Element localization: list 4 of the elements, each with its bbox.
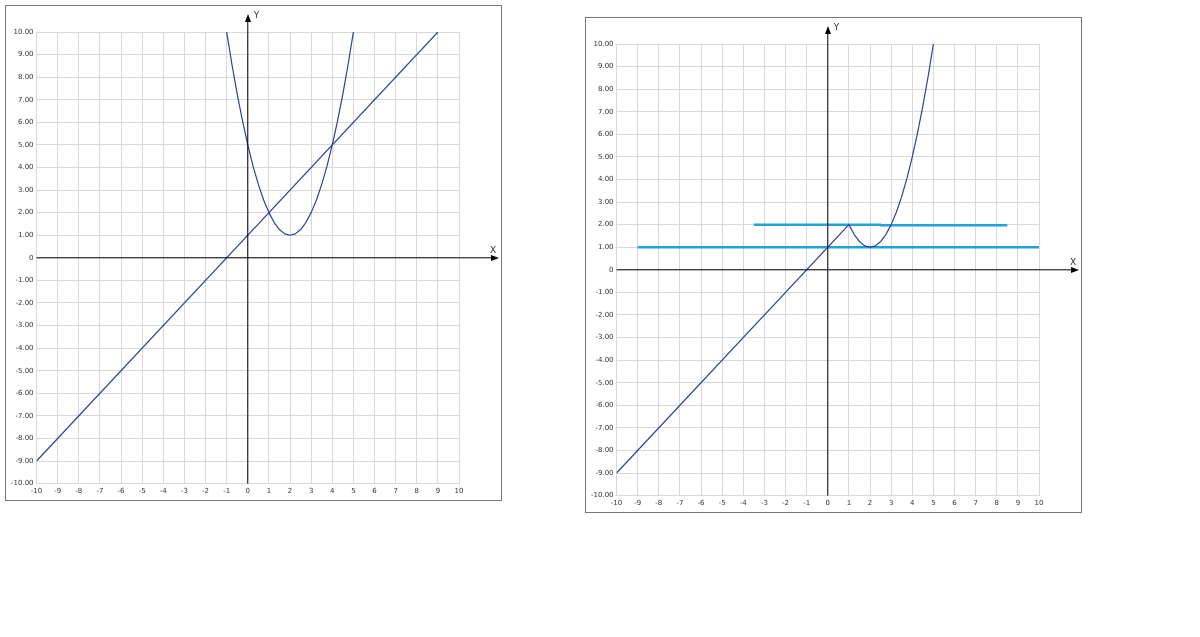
y-axis-title: Y <box>832 22 840 33</box>
x-axis-title: X <box>489 244 497 255</box>
x-axis-title: X <box>1069 256 1077 267</box>
y-axis-title: Y <box>252 10 260 21</box>
